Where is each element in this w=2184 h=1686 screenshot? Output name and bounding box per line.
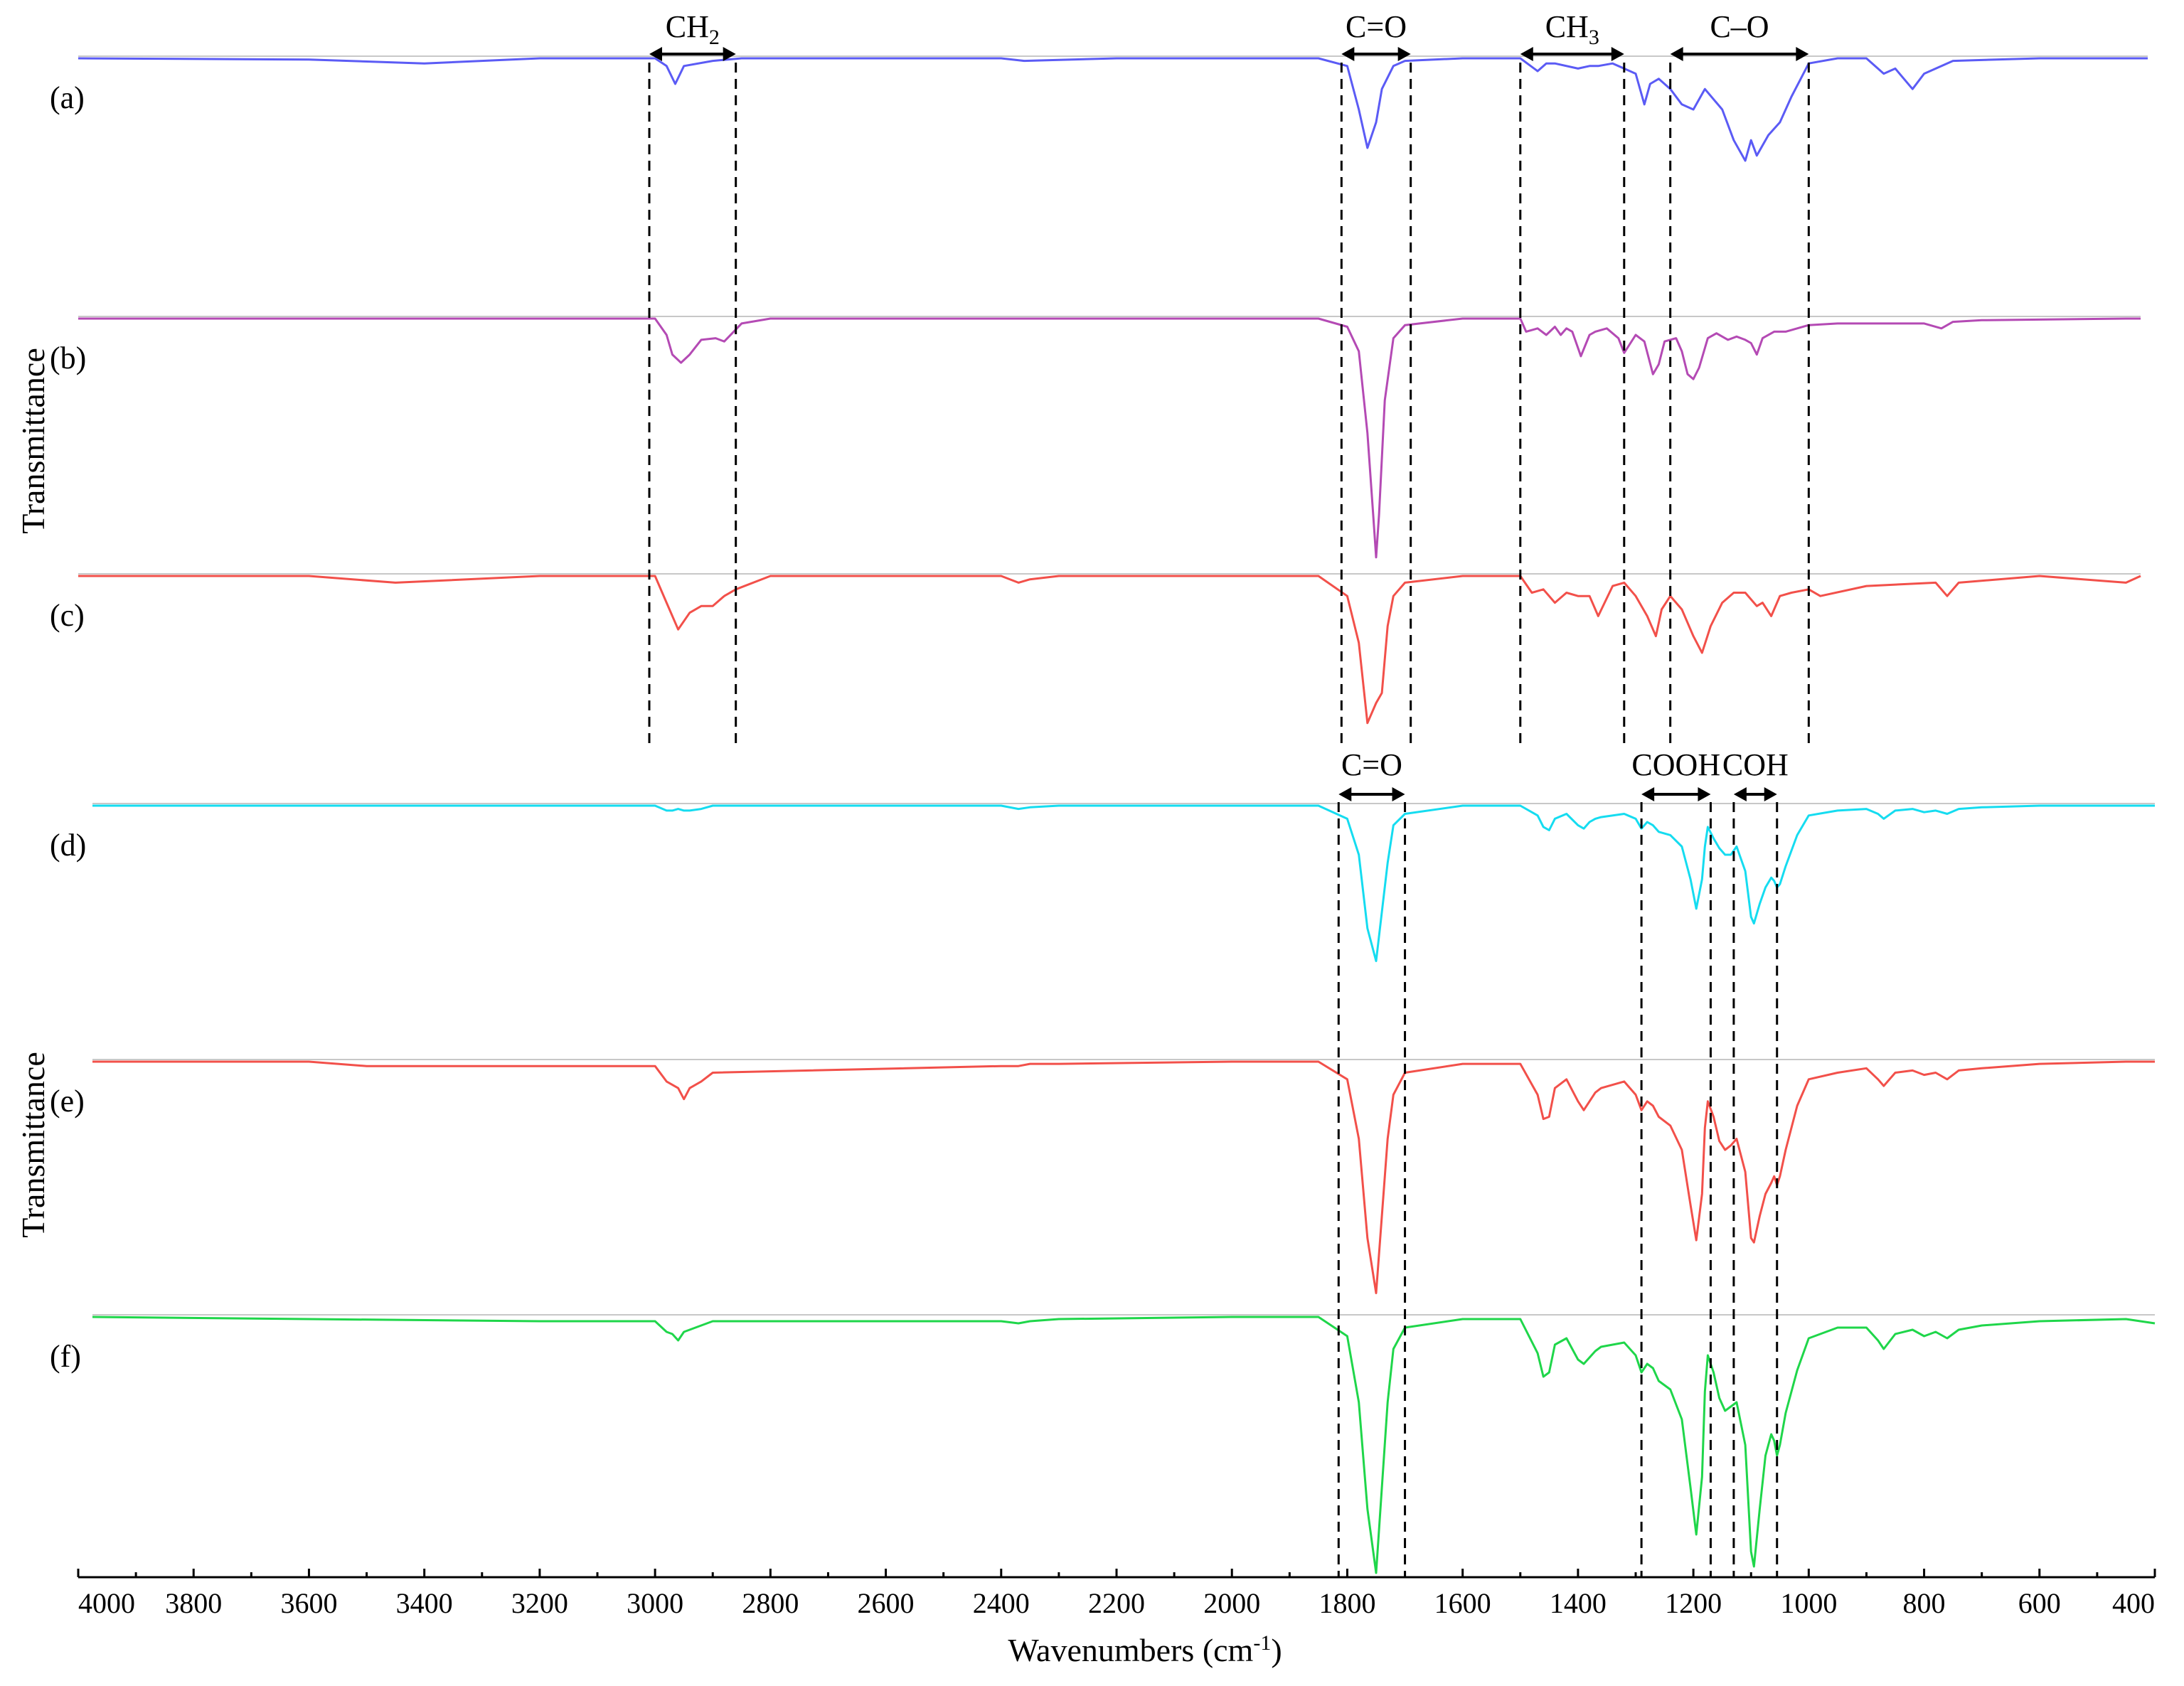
y-axis-title-upper: Transmittance [15,348,51,534]
band-bottom-0-label: C=O [1341,747,1402,782]
x-axis-ticks: 4000 3800 3600 3400 3200 3000 2800 2600 2400 2200… [77,1569,2156,1619]
band-top-0-label: CH2 [666,9,720,49]
x-tick-label-3600: 3600 [280,1587,337,1619]
band-bottom-2-label: COH [1722,747,1789,782]
band-top-1: C=O [1341,9,1411,61]
band-top-2: CH3 [1520,9,1624,61]
band-bottom-1-arrow-head-right [1698,787,1711,801]
spectrum-c [78,575,2141,725]
band-bottom-2: COH [1722,747,1789,801]
spectrum-f [92,1316,2156,1574]
x-tick-label-800: 800 [1903,1587,1946,1619]
series-labels: (a) (b) (c) (d) (e) (f) [50,80,86,1374]
band-top-3: C–O [1670,9,1809,61]
x-axis-title: Wavenumbers (cm-1) [1008,1631,1282,1669]
series-label-a: (a) [50,80,85,115]
band-annotations: CH2 C=O CH3 C–O C=O COOH COH [649,9,1809,801]
band-bottom-0: C=O [1338,747,1405,801]
band-top-0-arrow-head-right [723,47,736,61]
spectrum-e [92,1060,2155,1294]
x-tick-label-1200: 1200 [1665,1587,1722,1619]
band-bottom-0-arrow-head-left [1338,787,1352,801]
x-tick-label-2800: 2800 [742,1587,799,1619]
x-axis: 4000 3800 3600 3400 3200 3000 2800 2600 2400 2200… [77,1569,2156,1669]
band-top-0: CH2 [649,9,736,61]
x-tick-label-3200: 3200 [511,1587,568,1619]
series-label-c: (c) [50,598,85,633]
spectrum-d [92,804,2155,962]
x-tick-label-400: 400 [2112,1587,2155,1619]
band-top-3-label: C–O [1710,9,1769,44]
band-top-1-label: C=O [1346,9,1407,44]
series-label-f: (f) [50,1339,81,1374]
x-tick-label-2400: 2400 [973,1587,1030,1619]
band-top-3-arrow-head-right [1796,47,1809,61]
spectrum-b [78,317,2141,559]
band-top-1-arrow-head-right [1397,47,1411,61]
x-tick-label-3800: 3800 [165,1587,222,1619]
x-tick-label-600: 600 [2018,1587,2061,1619]
band-top-3-arrow-head-left [1670,47,1683,61]
band-bottom-1: COOH [1631,747,1720,801]
band-bottom-0-arrow-head-right [1392,787,1405,801]
reference-dashed-lines [648,63,1810,1577]
x-tick-label-4000: 4000 [78,1587,135,1619]
x-tick-label-1400: 1400 [1550,1587,1607,1619]
band-bottom-2-arrow-head-right [1764,787,1777,801]
spectra-curves [78,57,2156,1574]
band-bottom-1-arrow-head-left [1641,787,1655,801]
baselines [78,55,2155,1316]
band-top-2-arrow-head-left [1520,47,1533,61]
x-tick-label-1600: 1600 [1434,1587,1491,1619]
band-top-1-arrow-head-left [1341,47,1355,61]
x-tick-label-2200: 2200 [1088,1587,1145,1619]
x-tick-label-1000: 1000 [1780,1587,1837,1619]
band-bottom-2-arrow-head-left [1733,787,1747,801]
x-tick-label-2000: 2000 [1203,1587,1260,1619]
y-axis-title-lower: Transmittance [15,1052,51,1238]
band-top-0-arrow-head-left [649,47,662,61]
spectrum-a [78,57,2148,162]
band-bottom-1-label: COOH [1631,747,1720,782]
x-tick-label-1800: 1800 [1319,1587,1375,1619]
series-label-d: (d) [50,828,86,863]
x-tick-label-2600: 2600 [858,1587,915,1619]
x-tick-label-3400: 3400 [396,1587,453,1619]
x-tick-label-3000: 3000 [627,1587,683,1619]
band-top-2-arrow-head-right [1611,47,1624,61]
series-label-b: (b) [50,341,86,375]
series-label-e: (e) [50,1084,85,1119]
band-top-2-label: CH3 [1545,9,1599,49]
